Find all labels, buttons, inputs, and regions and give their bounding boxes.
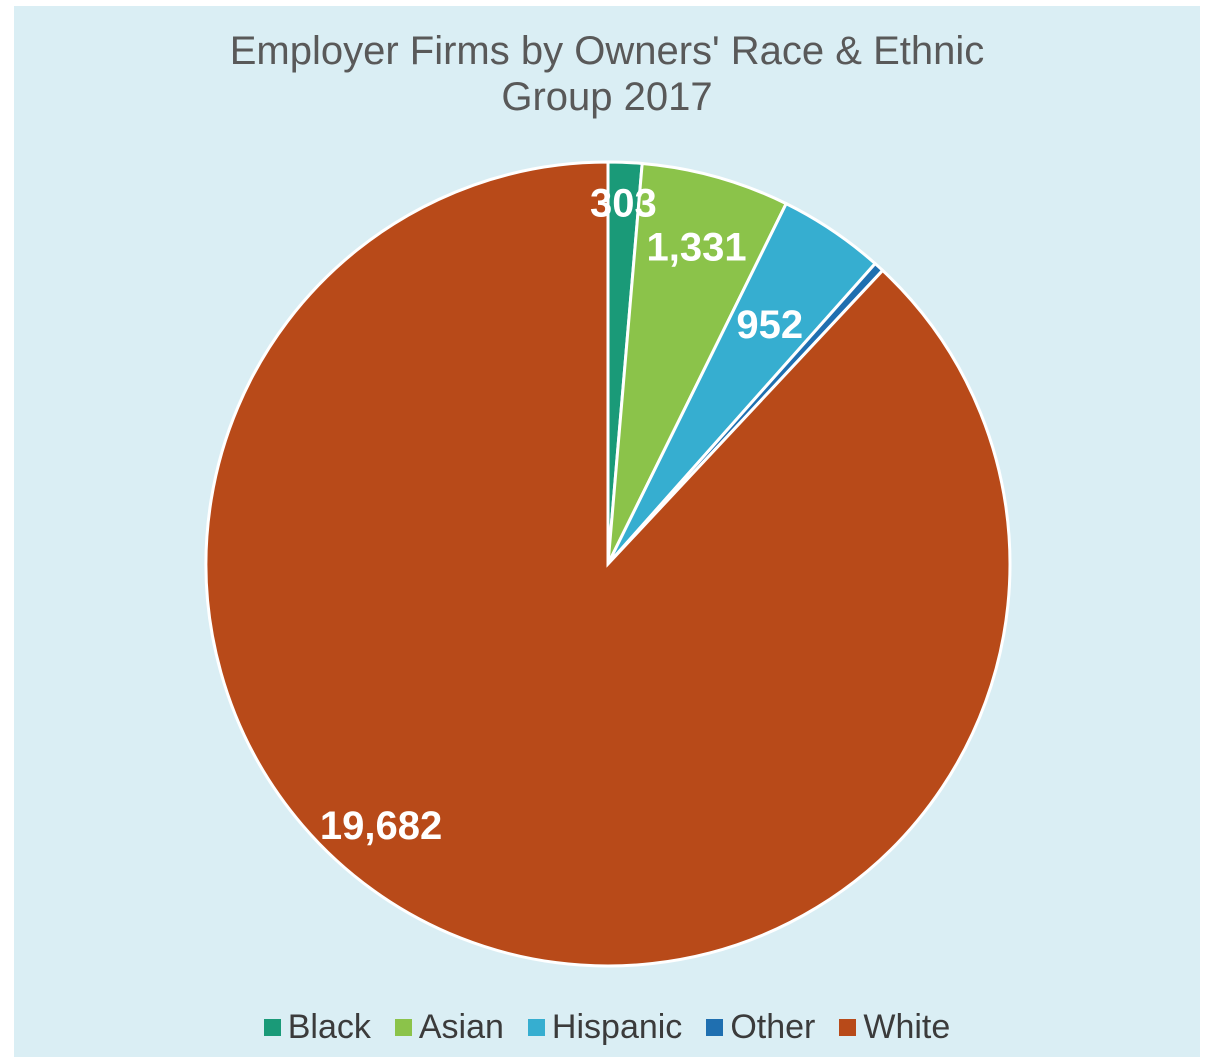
legend-item-white: White <box>839 1008 950 1047</box>
chart-title-line-1: Employer Firms by Owners' Race & Ethnic <box>229 29 985 73</box>
pie-slice-white <box>204 160 1012 968</box>
data-label-hispanic: 952 <box>736 303 803 347</box>
legend-swatch-black <box>263 1019 281 1036</box>
legend-label-white: White <box>863 1008 951 1046</box>
legend-label-hispanic: Hispanic <box>551 1008 683 1046</box>
legend-swatch-other <box>706 1019 724 1036</box>
legend-item-asian: Asian <box>394 1008 504 1047</box>
chart-title-line-2: Group 2017 <box>501 75 713 119</box>
data-label-white: 19,682 <box>320 804 442 848</box>
legend-label-black: Black <box>287 1008 371 1046</box>
chart-title: Employer Firms by Owners' Race & Ethnic … <box>14 28 1200 120</box>
legend-swatch-hispanic <box>527 1019 545 1036</box>
legend-label-other: Other <box>730 1008 816 1046</box>
legend-swatch-white <box>839 1019 857 1036</box>
legend-item-other: Other <box>706 1008 815 1047</box>
legend-item-hispanic: Hispanic <box>527 1008 683 1047</box>
data-label-black: 303 <box>590 182 657 226</box>
legend-swatch-asian <box>394 1019 412 1036</box>
data-label-asian: 1,331 <box>647 225 747 269</box>
chart-area: Employer Firms by Owners' Race & Ethnic … <box>14 6 1200 1057</box>
pie-slice-asian <box>606 161 789 565</box>
legend-item-black: Black <box>263 1008 371 1047</box>
legend-label-asian: Asian <box>418 1008 504 1046</box>
chart-legend: Black Asian Hispanic Other White <box>14 1008 1200 1047</box>
